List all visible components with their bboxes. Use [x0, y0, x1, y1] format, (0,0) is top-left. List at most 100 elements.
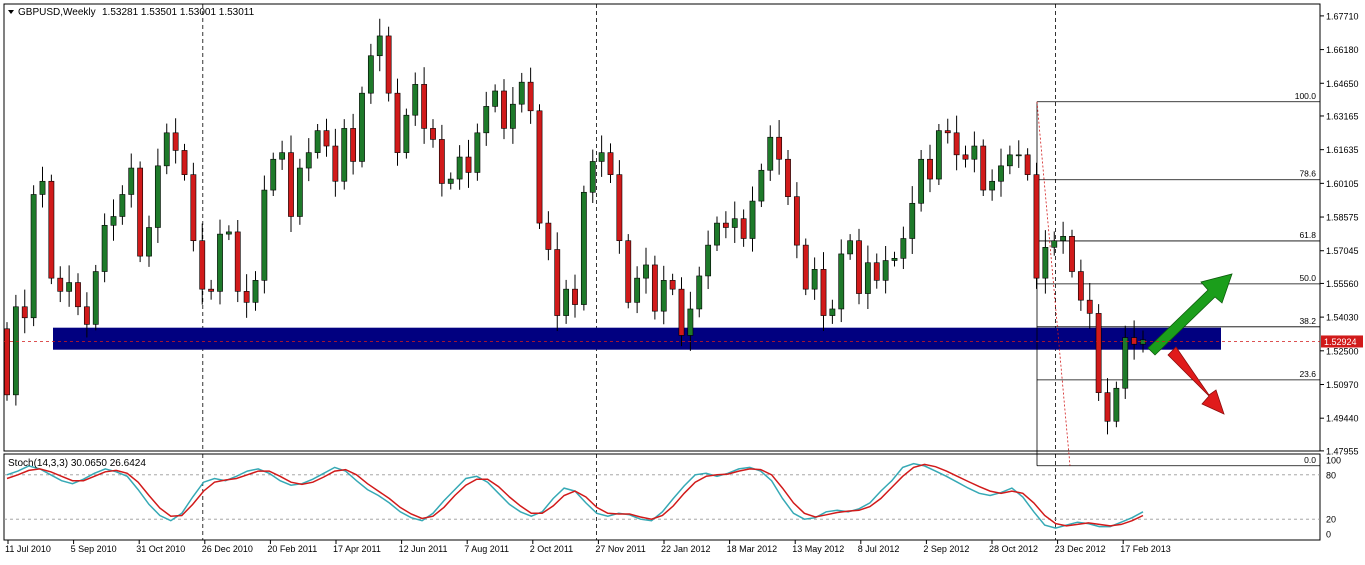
- bull-candle-body: [492, 90, 499, 107]
- fib-level-label: 23.6: [1299, 369, 1316, 379]
- bear-candle-body: [1131, 337, 1138, 345]
- bear-candle-body: [873, 262, 880, 281]
- candle: [518, 72, 525, 113]
- bear-candle-body: [288, 152, 294, 217]
- bull-candle-body: [829, 308, 836, 316]
- support-zone-rect[interactable]: [53, 327, 1221, 350]
- candle: [909, 186, 916, 254]
- candle: [705, 230, 712, 290]
- bear-candle-body: [181, 150, 188, 175]
- candle: [83, 292, 90, 338]
- bear-candle-body: [208, 288, 215, 292]
- candle: [4, 322, 10, 401]
- candle: [314, 124, 321, 159]
- candle: [1095, 304, 1102, 401]
- candle: [927, 144, 933, 193]
- fib-level-label: 78.6: [1299, 169, 1316, 179]
- fib-level-label: 0.0: [1304, 455, 1316, 465]
- bull-candle-body: [1051, 240, 1058, 248]
- time-axis[interactable]: 11 Jul 2010 5 Sep 2010 31 Oct 2010 26 Dec 2…: [5, 540, 1171, 554]
- bear-candle-body: [190, 174, 197, 242]
- time-tick-label: 12 Jun 2011: [399, 544, 448, 554]
- candle: [75, 273, 81, 316]
- bull-candle-body: [749, 200, 756, 239]
- candle: [767, 125, 774, 181]
- candle: [323, 118, 330, 157]
- bear-candle-body: [465, 156, 472, 173]
- bear-candle-body: [1033, 174, 1040, 279]
- bear-candle-body: [323, 130, 330, 147]
- bear-candle-body: [438, 139, 445, 184]
- bear-candle-body: [137, 167, 144, 257]
- price-tick-label: 1.49440: [1326, 414, 1359, 424]
- bull-candle-body: [217, 233, 223, 292]
- bull-candle-body: [909, 202, 916, 239]
- bull-candle-body: [598, 152, 605, 162]
- bull-candle-body: [758, 169, 765, 202]
- candle: [154, 148, 161, 243]
- arrows-layer: [1147, 273, 1233, 415]
- bear-candle-body: [199, 240, 206, 290]
- bear-candle-body: [394, 92, 401, 153]
- candle: [678, 277, 685, 347]
- candle: [1140, 330, 1146, 353]
- bull-candle-body: [1113, 387, 1120, 422]
- bear-candle-body: [332, 145, 339, 182]
- bull-candle-body: [110, 216, 117, 226]
- bull-candle-body: [1042, 247, 1049, 279]
- candle: [980, 139, 987, 197]
- candle: [962, 145, 969, 168]
- time-tick-label: 8 Jul 2012: [858, 544, 900, 554]
- bull-candle-body: [634, 277, 641, 303]
- candle: [731, 201, 738, 243]
- time-tick-label: 13 May 2012: [792, 544, 844, 554]
- price-tick-label: 1.66180: [1326, 45, 1359, 55]
- bear-candle-body: [856, 240, 862, 294]
- candle: [953, 115, 960, 171]
- bear-candle-body: [1086, 299, 1093, 314]
- candle: [1122, 325, 1129, 399]
- candle: [30, 185, 37, 327]
- oscillator-plot-frame: [3, 453, 1321, 541]
- time-tick-label: 7 Aug 2011: [464, 544, 509, 554]
- candle: [501, 79, 507, 140]
- candle: [811, 257, 818, 300]
- stochastic-label: Stoch(14,3,3) 30.0650 26.6424: [8, 458, 146, 469]
- candle: [39, 166, 46, 208]
- bull-candle-body: [1060, 236, 1067, 242]
- candle: [1015, 140, 1022, 168]
- candle: [838, 239, 845, 323]
- candle: [722, 211, 729, 239]
- candle: [1042, 230, 1049, 294]
- bull-candle-body: [518, 81, 525, 105]
- fib-level-label: 50.0: [1299, 273, 1316, 283]
- dropdown-triangle-icon[interactable]: [8, 10, 14, 14]
- bear-candle-body: [4, 328, 10, 396]
- candle: [57, 266, 64, 303]
- candle: [199, 223, 206, 305]
- bull-candle-body: [447, 178, 454, 184]
- candle: [66, 265, 73, 307]
- candle: [110, 199, 117, 241]
- bull-candle-body: [1015, 154, 1022, 157]
- price-tick-label: 1.63165: [1326, 111, 1359, 121]
- time-tick-label: 26 Dec 2010: [202, 544, 253, 554]
- bear-candle-body: [572, 288, 578, 305]
- bear-candle-body: [545, 222, 552, 250]
- price-axis[interactable]: 1.67710 1.66180 1.64650 1.63165 1.61635 1.601…: [4, 11, 1363, 456]
- candle: [634, 266, 641, 314]
- candle: [563, 279, 570, 324]
- candle: [12, 294, 19, 406]
- bull-candle-body: [163, 132, 170, 167]
- bull-candle-body: [811, 269, 818, 290]
- candle: [918, 149, 925, 212]
- candle: [598, 135, 605, 177]
- candle: [1077, 259, 1084, 311]
- fib-trend-line: [1036, 101, 1071, 466]
- bull-candle-body: [412, 84, 419, 116]
- candle: [421, 67, 428, 144]
- candle: [128, 153, 135, 208]
- bull-candle-body: [563, 288, 570, 316]
